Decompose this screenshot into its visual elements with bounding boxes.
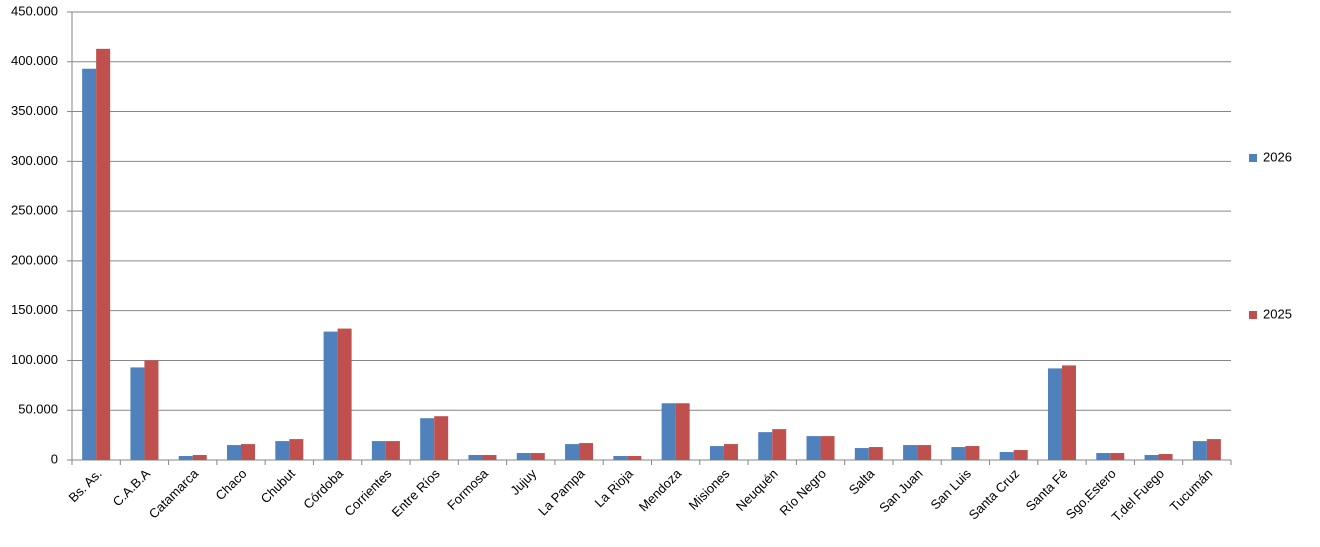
x-tick-label: La Rioja [592,465,637,510]
x-tick-label: Río Negro [777,466,830,519]
bar [661,403,676,460]
y-tick-label: 350.000 [11,103,58,118]
x-tick-label: San Juan [876,466,925,515]
bar [709,446,724,460]
bar [723,444,738,460]
bar [903,445,918,460]
bar [482,455,497,460]
bar [613,456,628,460]
bar [130,367,145,460]
bar [1013,450,1028,460]
bar [178,456,193,460]
y-tick-label: 50.000 [18,402,58,417]
x-tick-label: Neuquén [733,466,781,514]
bar [820,436,835,460]
x-tick-label: Tucumán [1167,466,1216,515]
bar [1158,454,1173,460]
bar [951,447,966,460]
x-tick-label: Misiones [686,466,733,513]
y-tick-label: 250.000 [11,203,58,218]
bar [227,445,242,460]
bar [323,331,338,460]
bar [868,447,883,460]
x-tick-label: Bs. As. [65,466,104,505]
legend-label: 2025 [1263,306,1292,321]
y-tick-label: 400.000 [11,53,58,68]
bar [806,436,821,460]
y-tick-label: 200.000 [11,252,58,267]
bar [758,432,773,460]
y-tick-label: 150.000 [11,302,58,317]
bar [999,452,1014,460]
bar [241,444,256,460]
x-tick-label: La Pampa [535,465,588,518]
bar [420,418,435,460]
bar [337,328,352,460]
legend-swatch [1249,311,1257,319]
bar [854,448,869,460]
x-tick-label: Chaco [212,466,249,503]
bar [82,68,97,460]
x-tick-label: Santa Fé [1023,466,1071,514]
bar [1110,453,1125,460]
x-tick-label: T.del Fuego [1108,466,1167,525]
x-tick-label: Chubut [258,466,299,507]
y-tick-label: 100.000 [11,352,58,367]
bar [530,453,545,460]
bar [96,48,111,460]
x-tick-label: Jujuy [507,466,539,498]
x-tick-label: San Luis [928,466,975,513]
bar [289,439,304,460]
bar [1047,368,1062,460]
legend-swatch [1249,154,1257,162]
bar [917,445,932,460]
bar [627,456,642,460]
bar [192,455,207,460]
bar [565,444,580,460]
bar [434,416,449,460]
x-tick-label: Entre Ríos [389,466,443,520]
bar [144,360,159,460]
bar [1061,365,1076,460]
x-tick-label: Córdoba [300,465,346,511]
y-tick-label: 0 [51,451,58,466]
y-tick-label: 300.000 [11,153,58,168]
x-tick-label: C.A.B.A [110,466,154,510]
bar [371,441,386,460]
bar [772,429,787,460]
bar [1096,453,1111,460]
bar [965,446,980,460]
bar [675,403,690,460]
bar [516,453,531,460]
x-tick-label: Catamarca [146,465,202,521]
bar [1192,441,1207,460]
x-tick-label: Mendoza [636,465,685,514]
bar [385,441,400,460]
y-tick-label: 450.000 [11,3,58,18]
bar [275,441,290,460]
x-tick-label: Salta [846,465,878,497]
x-tick-label: Santa Cruz [966,466,1023,523]
bar [1144,455,1159,460]
bar [579,443,594,460]
bar [1206,439,1221,460]
legend-label: 2026 [1263,149,1292,164]
bar [468,455,483,460]
x-tick-label: Corrientes [341,466,394,519]
x-tick-label: Formosa [444,465,491,512]
